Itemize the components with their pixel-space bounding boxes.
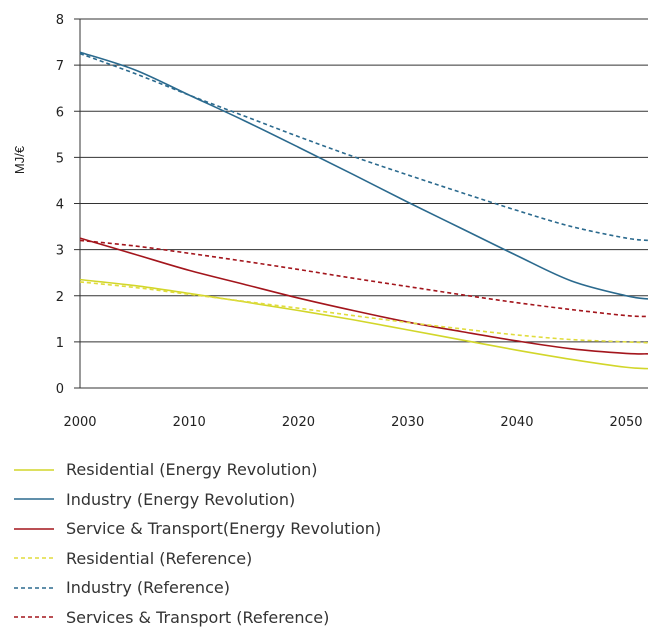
x-tick-label: 2040	[500, 415, 533, 430]
legend-label: Industry (Energy Revolution)	[66, 490, 295, 509]
legend-item: Residential (Energy Revolution)	[14, 455, 381, 485]
x-tick-label: 2000	[63, 415, 96, 430]
legend-swatch	[14, 465, 54, 475]
x-tick-label: 2010	[173, 415, 206, 430]
x-tick-label: 2020	[282, 415, 315, 430]
legend-item: Residential (Reference)	[14, 544, 381, 574]
series-line-5	[80, 54, 648, 241]
legend-label: Residential (Reference)	[66, 549, 252, 568]
legend-item: Service & Transport(Energy Revolution)	[14, 514, 381, 544]
series-line-2	[80, 52, 648, 299]
y-tick-label: 0	[56, 382, 64, 397]
legend-swatch	[14, 612, 54, 622]
y-tick-label: 6	[56, 105, 64, 120]
series-line-1	[80, 280, 648, 369]
series-line-6	[80, 240, 648, 316]
legend-item: Industry (Energy Revolution)	[14, 485, 381, 515]
legend-label: Residential (Energy Revolution)	[66, 460, 318, 479]
x-tick-label: 2050	[609, 415, 642, 430]
y-axis: 0 1 2 3 4 5 6 7 8	[56, 13, 64, 397]
y-tick-label: 4	[56, 198, 64, 213]
chart: 0 1 2 3 4 5 6 7 8 2000 2010 2020 2030 2040 2050 MJ/€	[0, 0, 648, 440]
y-tick-label: 3	[56, 244, 64, 259]
legend-label: Services & Transport (Reference)	[66, 608, 329, 627]
legend-swatch	[14, 583, 54, 593]
y-tick-label: 8	[56, 13, 64, 28]
x-tick-label: 2030	[391, 415, 424, 430]
legend-swatch	[14, 494, 54, 504]
y-tick-label: 5	[56, 151, 64, 166]
x-axis: 2000 2010 2020 2030 2040 2050	[63, 415, 642, 430]
legend-label: Service & Transport(Energy Revolution)	[66, 519, 381, 538]
legend-swatch	[14, 553, 54, 563]
plot-lines	[80, 52, 648, 368]
y-tick-label: 2	[56, 290, 64, 305]
y-axis-title: MJ/€	[12, 145, 27, 174]
legend-swatch	[14, 524, 54, 534]
y-tick-label: 7	[56, 59, 64, 74]
grid	[74, 19, 648, 388]
legend-item: Industry (Reference)	[14, 573, 381, 603]
legend-label: Industry (Reference)	[66, 578, 230, 597]
legend: Residential (Energy Revolution) Industry …	[14, 455, 381, 632]
y-tick-label: 1	[56, 336, 64, 351]
